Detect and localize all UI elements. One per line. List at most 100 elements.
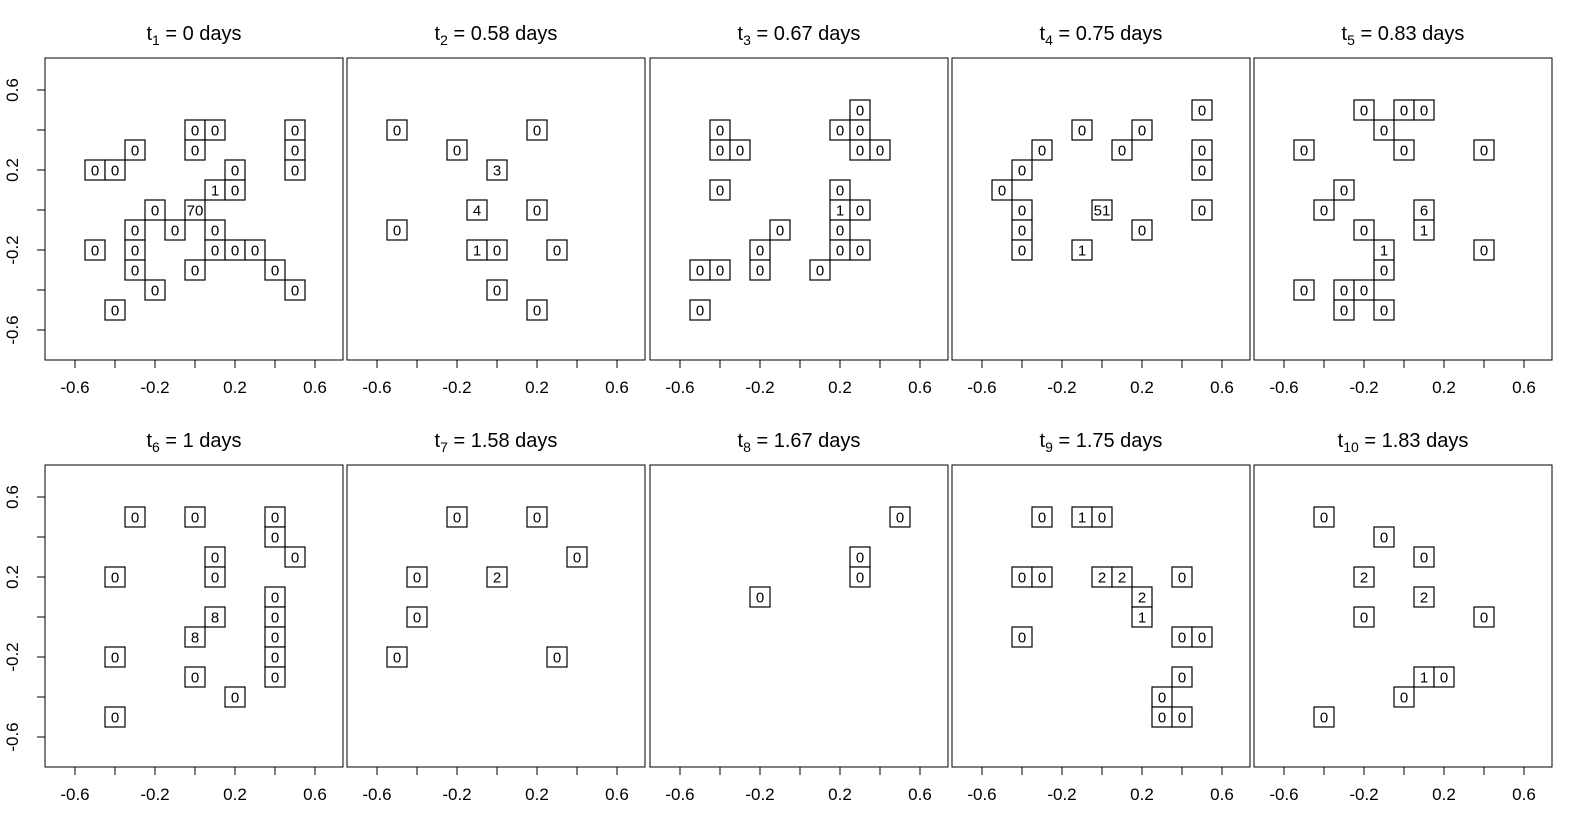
- x-tick-label: -0.2: [1047, 378, 1076, 397]
- data-cell: 1: [1413, 219, 1435, 241]
- data-cell: 0: [769, 219, 791, 241]
- data-cell: 0: [264, 586, 286, 608]
- panel-frame: [649, 57, 949, 361]
- cell-count: 0: [533, 203, 541, 220]
- panel-frame: [1253, 464, 1553, 768]
- data-cell: 0: [849, 139, 871, 161]
- cell-count: 0: [1340, 283, 1348, 300]
- data-cell: 0: [849, 119, 871, 141]
- cell-count: 0: [836, 183, 844, 200]
- panel-title: t10 = 1.83 days: [1338, 430, 1469, 455]
- cell-count: 0: [896, 510, 904, 527]
- cell-box: [1071, 239, 1093, 261]
- cell-count: 0: [111, 650, 119, 667]
- cell-count: 0: [1360, 223, 1368, 240]
- x-tick-label: 0.2: [1432, 785, 1456, 804]
- data-cell: 0: [1393, 686, 1415, 708]
- data-cell: 0: [1171, 626, 1193, 648]
- cell-count: 0: [1320, 203, 1328, 220]
- panel-title: t4 = 0.75 days: [1040, 23, 1163, 48]
- cell-box: [889, 506, 911, 528]
- data-cell: 0: [1313, 706, 1335, 728]
- x-tick-label: -0.2: [140, 378, 169, 397]
- cell-count: 0: [211, 223, 219, 240]
- cell-count: 0: [1038, 143, 1046, 160]
- data-cell: 0: [124, 239, 146, 261]
- data-cell: 3: [486, 159, 508, 181]
- data-cell: 1: [1131, 606, 1153, 628]
- cell-count: 0: [1198, 630, 1206, 647]
- data-cell: 0: [991, 179, 1013, 201]
- data-cell: 0: [749, 586, 771, 608]
- data-cell: 0: [184, 119, 206, 141]
- panel-3: t3 = 0.67 days-0.6 -0.2 0.2 0.600 0 00 0 0 00 01 0…: [649, 23, 949, 397]
- cell-box: [1333, 179, 1355, 201]
- x-tick-label: -0.2: [1047, 785, 1076, 804]
- cell-box: [224, 179, 246, 201]
- data-cell: 1: [1071, 239, 1093, 261]
- cell-count: 0: [1178, 570, 1186, 587]
- data-cell: 0: [386, 219, 408, 241]
- cell-count: 0: [1380, 263, 1388, 280]
- cell-count: 0: [393, 650, 401, 667]
- cell-box: [1011, 159, 1033, 181]
- cell-box: [729, 139, 751, 161]
- panel-7: t7 = 1.58 days -0.6 -0.2 0.2 0.6 0 0 0 0 2 0 0 0: [346, 430, 646, 804]
- cell-count: 0: [856, 243, 864, 260]
- data-cell: 2: [1111, 566, 1133, 588]
- cell-count: 0: [1340, 303, 1348, 320]
- data-cell: 0: [546, 239, 568, 261]
- data-cell: 0: [709, 259, 731, 281]
- panel-title: t7 = 1.58 days: [435, 430, 558, 455]
- data-cell: 0: [1473, 606, 1495, 628]
- cell-count: 0: [291, 550, 299, 567]
- data-cell: 0: [1091, 506, 1113, 528]
- data-cell: 0: [1151, 706, 1173, 728]
- data-cell: 0: [204, 566, 226, 588]
- data-cell: 1: [1373, 239, 1395, 261]
- cell-count: 0: [836, 223, 844, 240]
- data-cell: 2: [1091, 566, 1113, 588]
- x-tick-label: 0.6: [1512, 378, 1536, 397]
- cell-count: 0: [453, 143, 461, 160]
- cell-count: 0: [291, 143, 299, 160]
- cell-count: 0: [1098, 510, 1106, 527]
- x-tick-label: -0.6: [60, 378, 89, 397]
- cell-count: 0: [756, 243, 764, 260]
- cell-box: [164, 219, 186, 241]
- data-cell: 0: [849, 546, 871, 568]
- data-cell: 0: [204, 239, 226, 261]
- cell-count: 0: [271, 650, 279, 667]
- cell-box: [104, 299, 126, 321]
- data-cell: 0: [104, 299, 126, 321]
- cell-count: 0: [91, 243, 99, 260]
- cell-count: 0: [393, 223, 401, 240]
- cell-count: 0: [1118, 143, 1126, 160]
- cell-count: 0: [1198, 163, 1206, 180]
- data-cell: 0: [1413, 546, 1435, 568]
- y-tick-label: 0.6: [3, 485, 22, 509]
- cell-count: 0: [1178, 710, 1186, 727]
- cell-count: 0: [836, 243, 844, 260]
- cell-box: [1413, 586, 1435, 608]
- cell-count: 0: [111, 570, 119, 587]
- cell-box: [1373, 299, 1395, 321]
- cell-count: 0: [493, 283, 501, 300]
- cell-box: [849, 566, 871, 588]
- cell-count: 0: [776, 223, 784, 240]
- cell-count: 0: [1078, 123, 1086, 140]
- cell-count: 0: [856, 123, 864, 140]
- data-cell: 4: [466, 199, 488, 221]
- panel-title: t9 = 1.75 days: [1040, 430, 1163, 455]
- data-cell: 0: [184, 259, 206, 281]
- data-cell: 0: [104, 566, 126, 588]
- cell-box: [869, 139, 891, 161]
- data-cell: 8: [204, 606, 226, 628]
- cell-count: 0: [1360, 283, 1368, 300]
- x-tick-label: -0.6: [1269, 378, 1298, 397]
- x-tick-label: -0.6: [665, 378, 694, 397]
- x-tick-label: 0.6: [908, 378, 932, 397]
- panel-title: t5 = 0.83 days: [1342, 23, 1465, 48]
- panel-frame: [649, 464, 949, 768]
- panel-title: t8 = 1.67 days: [738, 430, 861, 455]
